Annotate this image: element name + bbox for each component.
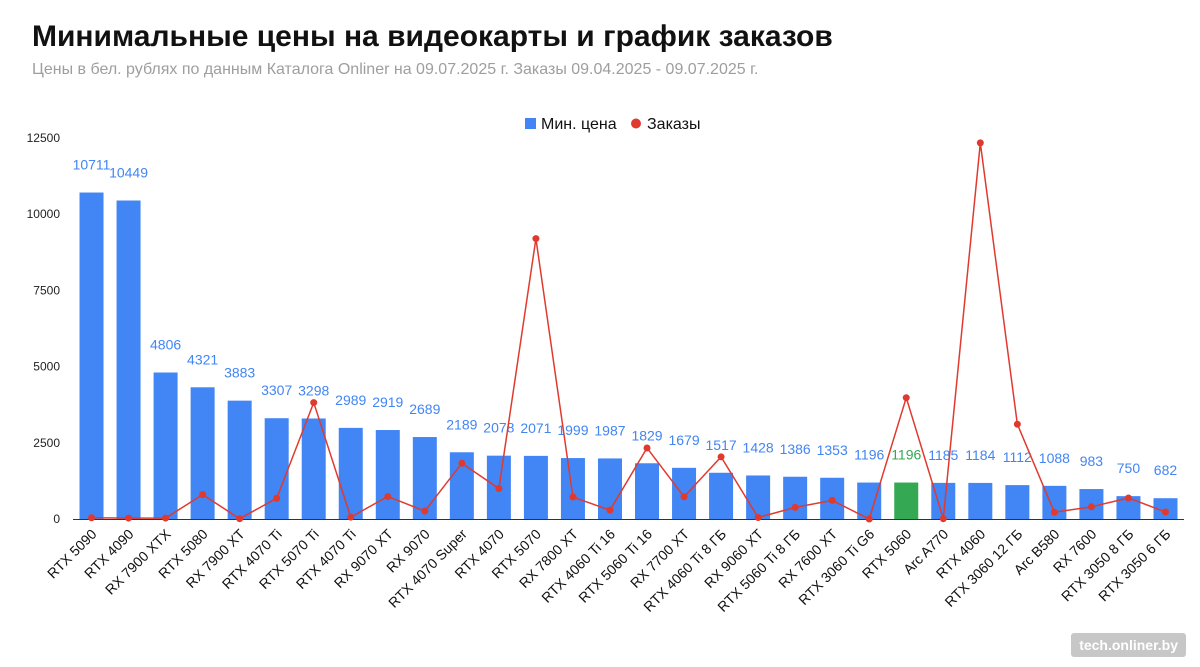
bar-value-label: 10449 <box>109 165 148 181</box>
bar <box>1116 496 1141 519</box>
orders-point <box>865 515 873 523</box>
orders-point <box>1161 508 1169 516</box>
orders-point <box>643 444 651 452</box>
bar-value-label: 1353 <box>817 442 848 458</box>
orders-point <box>162 514 170 522</box>
bar-value-label: 1184 <box>965 447 995 463</box>
bar-value-label: 3307 <box>261 382 292 398</box>
y-tick-label: 12500 <box>27 131 61 145</box>
bar <box>264 418 289 519</box>
orders-point <box>458 459 466 467</box>
orders-point <box>606 506 614 514</box>
bar <box>79 192 104 519</box>
orders-point <box>88 514 96 522</box>
legend-label-price: Мин. цена <box>541 116 617 133</box>
bar <box>894 482 919 519</box>
orders-line <box>91 142 1166 521</box>
y-tick-label: 7500 <box>33 283 60 297</box>
orders-point <box>310 399 318 407</box>
bar-value-label: 2919 <box>372 394 403 410</box>
y-tick-label: 10000 <box>27 207 61 221</box>
orders-point <box>902 394 910 402</box>
orders-point <box>828 496 836 504</box>
bar <box>116 200 141 520</box>
bar-value-label: 983 <box>1080 453 1104 469</box>
bar <box>301 418 326 519</box>
orders-point <box>384 492 392 500</box>
bar <box>857 482 882 519</box>
bar-value-label: 4321 <box>187 351 218 367</box>
bar-value-label: 3883 <box>224 365 255 381</box>
bar-value-label: 1517 <box>706 437 737 453</box>
bar-value-label: 2071 <box>520 420 551 436</box>
orders-point <box>236 515 244 523</box>
bar-value-label: 1679 <box>668 432 699 448</box>
bar <box>523 455 548 519</box>
bar <box>746 475 771 519</box>
chart-title: Минимальные цены на видеокарты и график … <box>32 20 833 53</box>
bar-value-label: 2189 <box>446 416 477 432</box>
bar <box>709 472 734 519</box>
bar-value-label: 682 <box>1154 462 1178 478</box>
bar <box>412 437 437 519</box>
bar-value-label: 1386 <box>780 441 811 457</box>
bar <box>968 482 993 519</box>
legend-bar-swatch <box>525 118 536 129</box>
orders-point <box>1124 494 1132 502</box>
orders-point <box>532 235 540 243</box>
watermark: tech.onliner.by <box>1071 633 1186 657</box>
orders-point <box>1087 503 1095 511</box>
bar-value-label: 2078 <box>483 420 514 436</box>
bar-value-label: 1829 <box>631 427 662 443</box>
orders-point <box>791 503 799 511</box>
bar <box>783 476 808 519</box>
legend-line-swatch <box>631 118 641 129</box>
orders-point <box>1013 420 1021 428</box>
bar-value-label: 1088 <box>1039 450 1070 466</box>
bar-value-label: 1196 <box>891 447 921 463</box>
bar <box>560 458 585 519</box>
bar-value-label: 2689 <box>409 401 440 417</box>
y-tick-label: 0 <box>53 512 60 526</box>
orders-point <box>273 494 281 502</box>
bar-value-label: 750 <box>1117 460 1141 476</box>
bar-value-label: 10711 <box>73 157 111 173</box>
bar <box>1005 485 1030 519</box>
legend-label-orders: Заказы <box>647 116 700 133</box>
chart-subtitle: Цены в бел. рублях по данным Каталога On… <box>32 61 759 78</box>
orders-point <box>569 493 577 501</box>
y-tick-label: 5000 <box>33 360 60 374</box>
bar-value-label: 1196 <box>854 447 884 463</box>
bar <box>338 427 363 519</box>
bar-value-label: 2989 <box>335 392 366 408</box>
bar-value-label: 1987 <box>594 422 625 438</box>
bar <box>227 400 252 519</box>
orders-point <box>680 493 688 501</box>
y-tick-label: 2500 <box>33 436 60 450</box>
bar-value-label: 4806 <box>150 337 181 353</box>
orders-point <box>347 513 355 521</box>
orders-point <box>939 515 947 523</box>
bar <box>375 430 400 519</box>
orders-point <box>754 513 762 521</box>
orders-point <box>1050 508 1058 516</box>
bar-value-label: 1185 <box>928 447 958 463</box>
bar-value-label: 3298 <box>298 382 329 398</box>
orders-point <box>976 139 984 147</box>
bar <box>635 463 660 519</box>
orders-point <box>199 491 207 499</box>
orders-point <box>421 507 429 515</box>
bar <box>153 372 178 519</box>
orders-point <box>717 453 725 461</box>
orders-point <box>125 514 133 522</box>
bar-value-label: 1112 <box>1003 449 1032 465</box>
bar-value-label: 1428 <box>743 439 774 455</box>
bar-value-label: 1999 <box>557 422 588 438</box>
orders-point <box>495 485 503 493</box>
